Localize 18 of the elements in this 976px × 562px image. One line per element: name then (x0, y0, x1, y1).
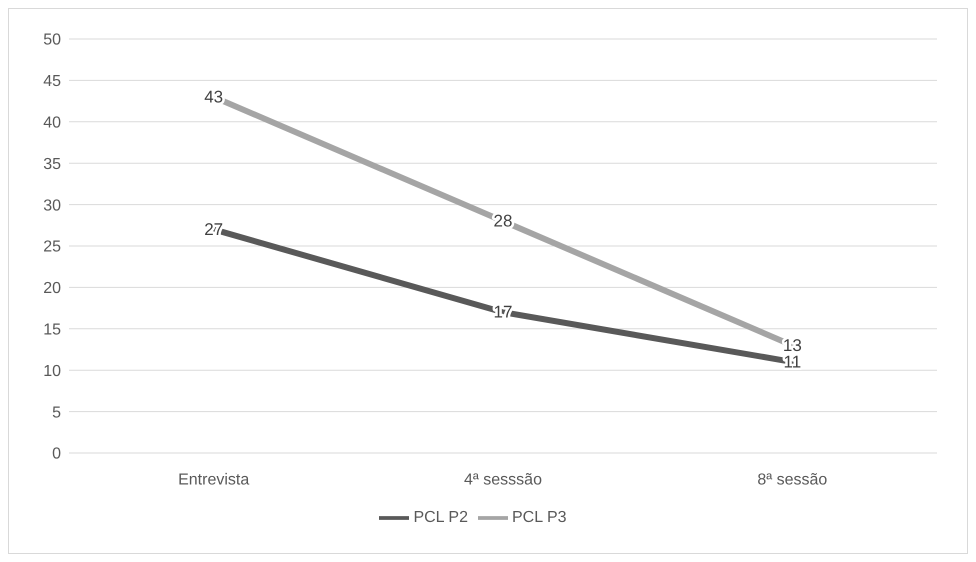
x-tick-label: Entrevista (178, 471, 250, 488)
legend-label: PCL P2 (413, 509, 468, 526)
y-tick-label: 50 (43, 32, 62, 49)
y-tick-label: 25 (43, 238, 62, 256)
legend-label: PCL P3 (512, 509, 567, 526)
data-label: 43 (204, 87, 224, 106)
x-tick-label: 8ª sessão (757, 471, 828, 488)
y-tick-label: 15 (43, 321, 62, 338)
y-tick-label: 10 (43, 362, 62, 380)
y-tick-label: 0 (52, 446, 62, 463)
y-tick-label: 35 (43, 156, 62, 173)
x-tick-label: 4ª sesssão (464, 471, 542, 488)
y-tick-label: 40 (43, 114, 62, 132)
y-tick-label: 5 (52, 404, 62, 422)
y-tick-label: 30 (43, 197, 62, 214)
y-tick-label: 20 (43, 280, 62, 298)
y-tick-label: 45 (43, 73, 62, 90)
data-label: 13 (782, 336, 802, 355)
